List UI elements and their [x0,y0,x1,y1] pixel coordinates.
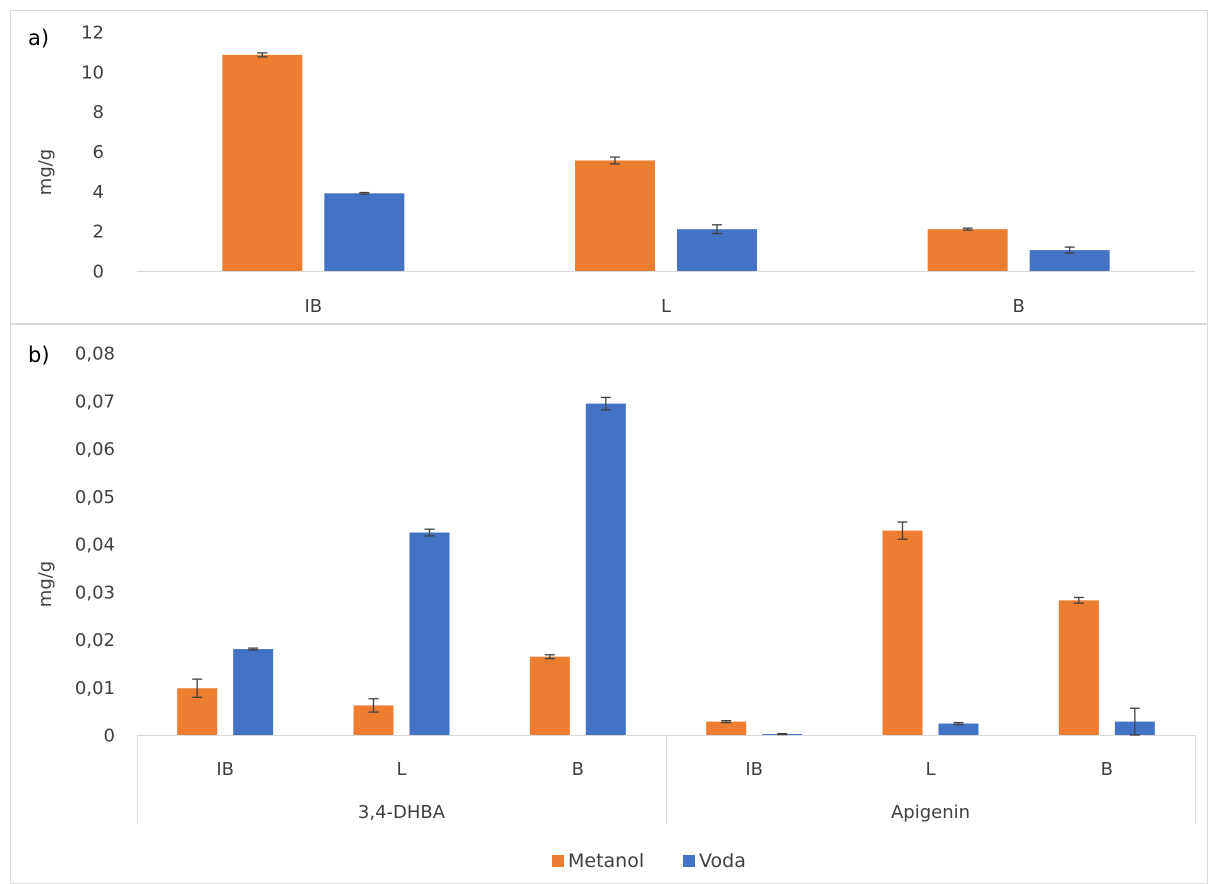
panel-b-y-tick-label: 0,02 [75,630,115,651]
bar-metanol-b [529,656,570,735]
panel-b-y-tick-label: 0,04 [75,535,115,556]
panel-b-y-tick-label: 0,03 [75,582,115,603]
panel-a-y-tick-label: 4 [93,182,104,203]
panel-a-y-tick-label: 2 [93,222,104,243]
panel-a-y-axis-label: mg/g [35,149,56,195]
x-tick-label-b: B [572,759,584,780]
x-tick-label-l: L [925,759,935,780]
group-label: 3,4-DHBA [358,802,446,823]
legend-swatch-voda [683,855,695,867]
panel-a-y-tick-label: 10 [81,62,104,83]
x-tick-label-ib: IB [304,296,322,317]
panel-a-y-tick-label: 6 [93,142,104,163]
bar-voda-l [409,532,450,735]
panel-a-label: a) [28,26,49,50]
panel-b-plot: 0 0,01 0,02 0,03 0,04 0,05 0,06 0,07 0,08 IB L B IB L… [75,344,1196,824]
panel-b-y-tick-label: 0,07 [75,391,115,412]
x-tick-label-b: B [1012,296,1024,317]
bar-voda-ib [233,649,274,735]
bar-voda-l [677,229,757,271]
panel-a-plot: 0 2 4 6 8 10 12 IB L B [81,23,1195,317]
bar-metanol-l [575,160,655,271]
panel-a-y-tick-label: 12 [81,23,104,44]
panel-a-y-tick-label: 8 [93,102,104,123]
x-tick-label-l: L [661,296,671,317]
panel-b-y-tick-label: 0,01 [75,678,115,699]
x-tick-label-l: L [396,759,406,780]
bar-metanol-b [1058,600,1099,735]
x-tick-label-ib: IB [745,759,763,780]
panel-a-y-tick-label: 0 [93,262,104,283]
bar-voda-b [1029,250,1110,271]
bar-voda-ib [324,193,405,271]
legend-swatch-metanol [552,855,564,867]
panel-b-y-tick-label: 0,05 [75,487,115,508]
panel-b-y-tick-label: 0,06 [75,439,115,460]
x-tick-label-b: B [1101,759,1113,780]
group-label: Apigenin [891,802,970,823]
bar-metanol-b [927,229,1008,271]
panel-b-y-axis-label: mg/g [35,561,56,607]
bar-voda-b [585,403,626,735]
x-tick-label-ib: IB [216,759,234,780]
legend-label-metanol: Metanol [568,850,644,872]
bar-metanol-ib [222,54,303,271]
bar-voda-l [938,723,979,735]
panel-b-y-tick-label: 0,08 [75,344,115,365]
legend-label-voda: Voda [699,850,746,872]
panel-b-label: b) [28,343,50,367]
bar-metanol-ib [706,721,747,735]
legend: Metanol Voda [552,850,746,872]
panel-b-y-tick-label: 0 [104,726,115,747]
bar-metanol-l [882,530,923,735]
